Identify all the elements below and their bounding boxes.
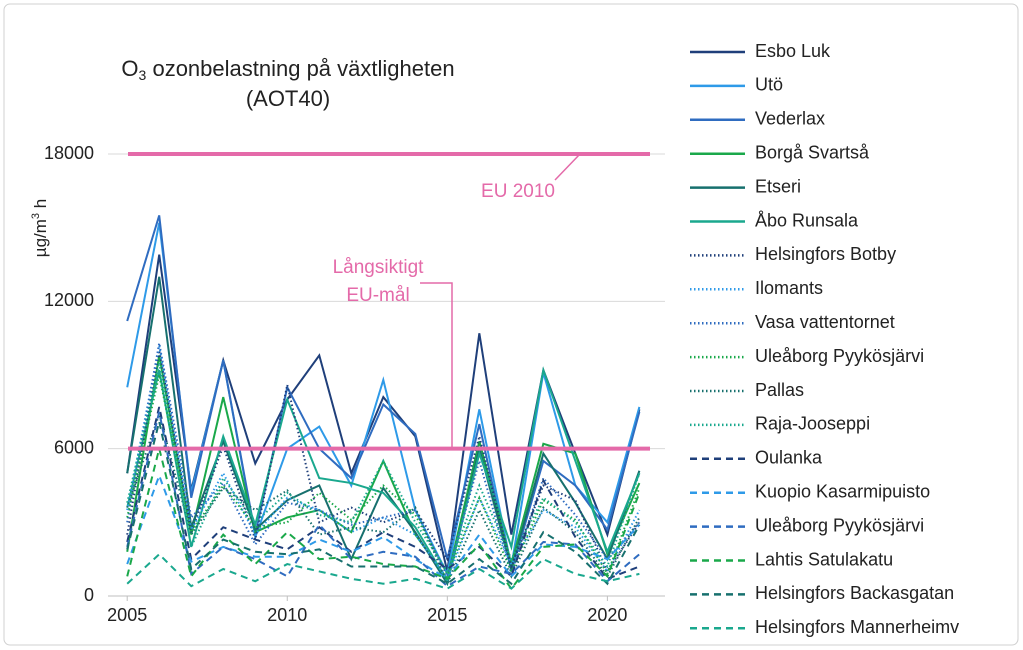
legend-label: Helsingfors Backasgatan [755,583,954,603]
y-tick-label: 6000 [54,437,94,457]
series-line [126,411,641,588]
chart-title-line2: (AOT40) [246,86,330,111]
x-tick-label: 2005 [107,605,147,625]
legend-label: Utö [755,75,783,95]
legend-label: Uleåborg Pyykösjärvi [755,346,924,366]
annotation: Långsiktigt [333,257,425,278]
legend-label: Helsingfors Botby [755,244,896,264]
annotation: EU-mål [346,285,409,306]
series-line [126,410,641,587]
legend-label: Pallas [755,380,804,400]
legend-label: Raja-Jooseppi [755,414,870,434]
x-tick-label: 2010 [267,605,307,625]
legend-label: Lahtis Satulakatu [755,549,893,569]
series-line [126,342,641,580]
series-line [126,345,641,581]
legend-label: Ilomants [755,278,823,298]
x-tick-label: 2015 [427,605,467,625]
series-line [126,552,640,590]
legend-label: Vasa vattentornet [755,312,895,332]
legend-label: Helsingfors Mannerheimv [755,617,959,637]
legend-label: Åbo Runsala [755,210,859,230]
series-line [126,421,641,586]
x-tick-label: 2020 [587,605,627,625]
legend-label: Vederlax [755,109,825,129]
legend-label: Borgå Svartså [755,142,870,162]
series-line [126,362,641,574]
series-line [126,350,641,574]
y-tick-label: 0 [84,585,94,605]
series-line [126,472,641,581]
legend-label: Etseri [755,176,801,196]
legend-label: Kuopio Kasarmipuisto [755,481,930,501]
annotation-leader [554,153,581,181]
series-line [126,366,641,584]
y-tick-label: 12000 [44,290,94,310]
series-line [126,406,640,581]
legend-label: Oulanka [755,448,823,468]
annotation-leader [420,282,453,449]
y-axis-label: µg/m3 h [30,199,51,257]
chart-title: O3 ozonbelastning på växtligheten [121,56,454,83]
chart-frame [3,3,1019,646]
y-tick-label: 18000 [44,143,94,163]
annotation: EU 2010 [481,181,555,202]
legend-label: Esbo Luk [755,41,831,61]
legend-label: Uleåborg Pyykösjärvi [755,515,924,535]
